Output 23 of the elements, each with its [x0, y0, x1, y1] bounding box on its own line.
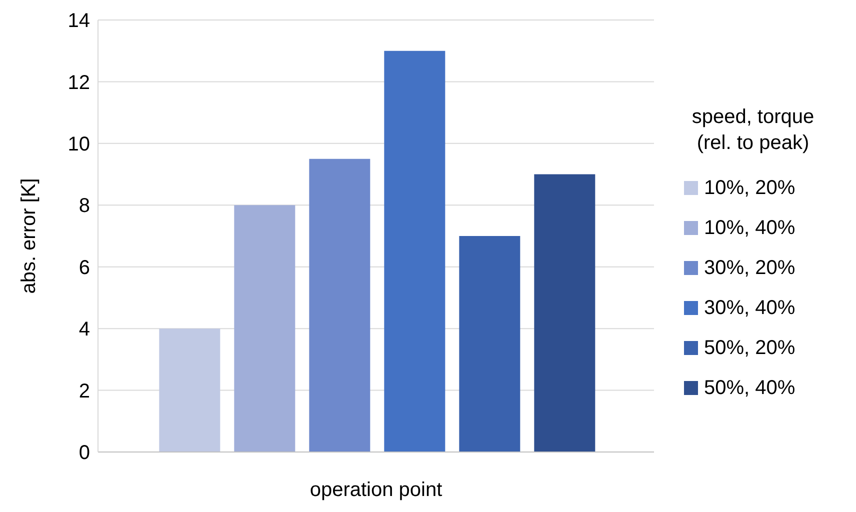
y-tick-label: 8: [78, 195, 90, 218]
legend-label: 30%, 40%: [704, 296, 796, 320]
bar: [159, 328, 220, 452]
legend-label: 50%, 40%: [704, 376, 796, 400]
y-axis-title: abs. error [K]: [18, 178, 40, 294]
bar: [384, 50, 446, 452]
legend-label: 10%, 40%: [704, 216, 796, 240]
y-tick-label: 0: [78, 442, 90, 464]
y-tick-label: 6: [78, 256, 90, 279]
legend-title: speed, torque (rel. to peak): [690, 105, 816, 156]
bar: [459, 236, 520, 452]
legend-label: 50%, 20%: [704, 336, 796, 360]
y-tick-label: 14: [68, 10, 90, 32]
legend-label: 30%, 20%: [704, 256, 796, 280]
y-tick-label: 4: [78, 318, 90, 341]
bar: [234, 205, 296, 452]
y-tick-label: 12: [68, 72, 90, 94]
x-axis-title: operation point: [310, 479, 443, 501]
y-tick-label: 10: [68, 134, 90, 156]
legend-label: 10%, 20%: [704, 176, 796, 200]
y-tick-label: 2: [78, 380, 90, 402]
bar: [309, 158, 370, 452]
bar: [534, 174, 596, 452]
